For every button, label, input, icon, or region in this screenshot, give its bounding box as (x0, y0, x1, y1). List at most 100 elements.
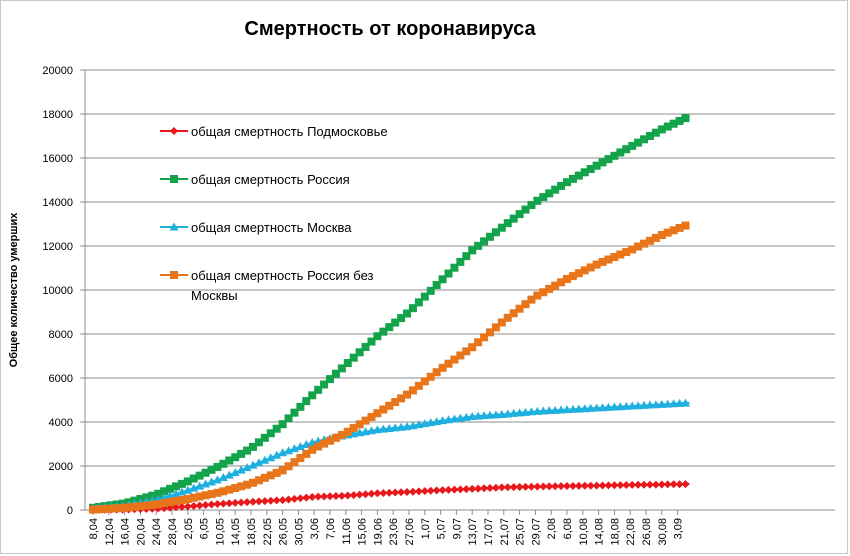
series-marker (616, 481, 625, 490)
series-marker (355, 420, 364, 429)
x-tick-label: 1,07 (420, 518, 432, 539)
series-marker (284, 495, 293, 504)
series-marker (278, 496, 287, 505)
x-tick-label: 9,07 (451, 518, 463, 539)
series-marker (598, 481, 607, 490)
series-marker (290, 458, 299, 467)
series-marker (444, 485, 453, 494)
series-marker (526, 407, 536, 416)
series-marker (426, 286, 435, 295)
series-marker (545, 482, 554, 491)
x-tick-label: 22,08 (625, 518, 637, 546)
y-tick-label: 18000 (42, 109, 73, 121)
series-marker (195, 492, 204, 501)
series (89, 114, 690, 512)
series-marker (574, 171, 583, 180)
series-marker (130, 502, 139, 511)
series-marker (509, 214, 518, 223)
series-marker (456, 485, 465, 494)
series-marker (355, 348, 364, 357)
series-marker (598, 403, 608, 412)
series-marker (420, 377, 429, 386)
series-marker (503, 483, 512, 492)
series-marker (551, 185, 560, 194)
series-marker (136, 502, 145, 511)
legend-entry: общая смертность Россия (160, 172, 350, 187)
series-marker (527, 482, 536, 491)
series-marker (290, 408, 299, 417)
series-marker (462, 252, 471, 261)
series-marker (657, 399, 667, 408)
series-marker (284, 462, 293, 471)
series-marker (586, 263, 595, 272)
series-marker (663, 480, 672, 489)
x-tick-label: 26,08 (641, 518, 653, 546)
series-marker (385, 323, 394, 332)
series-marker (284, 446, 294, 455)
series-marker (485, 484, 494, 493)
series-marker (195, 501, 204, 510)
series-marker (562, 405, 572, 414)
series-marker (621, 401, 631, 410)
series-marker (503, 219, 512, 228)
series-marker (260, 455, 270, 464)
series-marker (160, 487, 169, 496)
series-marker (557, 278, 566, 287)
series-marker (254, 438, 263, 447)
series-marker (657, 125, 666, 134)
y-tick-label: 4000 (49, 417, 73, 429)
series-marker (183, 495, 192, 503)
series-marker (645, 132, 654, 140)
series-marker (503, 313, 512, 322)
x-tick-label: 18,08 (609, 518, 621, 546)
series-marker (219, 459, 228, 468)
legend-label: Москвы (191, 288, 238, 303)
series-marker (290, 494, 299, 503)
series-marker (225, 485, 234, 494)
series-marker (539, 288, 548, 297)
series-marker (314, 385, 323, 394)
series-marker (349, 353, 358, 362)
series-marker (479, 411, 489, 420)
y-tick-label: 20000 (42, 65, 73, 77)
series-marker (598, 257, 607, 266)
series-marker (663, 399, 673, 408)
x-tick-label: 12,04 (104, 518, 116, 546)
x-tick-label: 15,06 (357, 518, 369, 546)
series-marker (527, 201, 536, 210)
series-marker (628, 245, 637, 254)
x-tick-label: 10,08 (578, 518, 590, 546)
series-marker (230, 468, 240, 477)
series-marker (302, 493, 311, 502)
series-marker (331, 433, 340, 442)
series-marker (603, 402, 613, 411)
series-marker (343, 491, 352, 500)
series-marker (289, 444, 299, 453)
series-marker (320, 380, 329, 389)
series-marker (628, 480, 637, 489)
series-marker (604, 155, 613, 164)
series-marker (515, 304, 524, 313)
series-marker (521, 482, 530, 491)
series-marker (414, 487, 423, 496)
x-tick-label: 29,07 (530, 518, 542, 546)
series-marker (171, 482, 180, 491)
series-marker (532, 406, 542, 415)
series-marker (622, 481, 631, 490)
series-marker (397, 394, 406, 403)
series-marker (237, 498, 246, 507)
x-tick-label: 5,07 (436, 518, 448, 539)
series-marker (645, 480, 654, 489)
series-marker (320, 492, 329, 501)
series-marker (331, 492, 340, 501)
series-marker (633, 401, 643, 410)
series-marker (207, 477, 216, 486)
series-marker (551, 482, 560, 491)
series-marker (112, 504, 121, 513)
series-marker (432, 486, 441, 495)
series-marker (219, 487, 228, 496)
series-marker (254, 497, 263, 506)
series-marker (557, 482, 566, 491)
series-marker (497, 483, 506, 492)
series-marker (467, 412, 477, 420)
